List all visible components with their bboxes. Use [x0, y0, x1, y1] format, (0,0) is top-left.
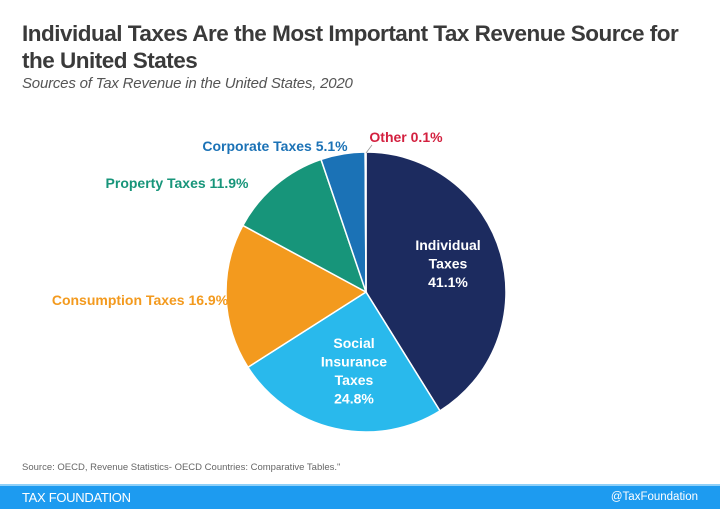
pie-slice-property-taxes	[241, 158, 368, 294]
data-label-property-taxes: Property Taxes 11.9%	[106, 175, 249, 191]
data-label-individual-taxes: Individual Taxes 41.1%	[415, 237, 480, 290]
leader-line-other	[365, 144, 373, 154]
brand-logo-text: TAX FOUNDATION	[22, 490, 131, 505]
pie-slice-consumption-taxes	[225, 224, 368, 369]
data-label-corporate-taxes: Corporate Taxes 5.1%	[202, 138, 348, 154]
pie-chart: Individual Taxes 41.1% Social Insurance Taxes…	[52, 129, 507, 433]
pie-slice-social-insurance-taxes	[246, 290, 441, 433]
data-label-consumption-taxes: Consumption Taxes 16.9%	[52, 292, 229, 308]
source-note: Source: OECD, Revenue Statistics- OECD C…	[22, 462, 341, 473]
chart-title: Individual Taxes Are the Most Important …	[22, 21, 679, 73]
footer-bar: TAX FOUNDATION @TaxFoundation	[0, 484, 720, 509]
data-label-social-insurance-taxes: Social Insurance Taxes 24.8%	[321, 335, 387, 407]
chart-subtitle: Sources of Tax Revenue in the United Sta…	[22, 75, 353, 92]
twitter-handle: @TaxFoundation	[610, 491, 698, 503]
pie-slice-other	[364, 151, 367, 293]
pie-slice-individual-taxes	[365, 151, 507, 412]
data-label-other: Other 0.1%	[369, 129, 443, 145]
